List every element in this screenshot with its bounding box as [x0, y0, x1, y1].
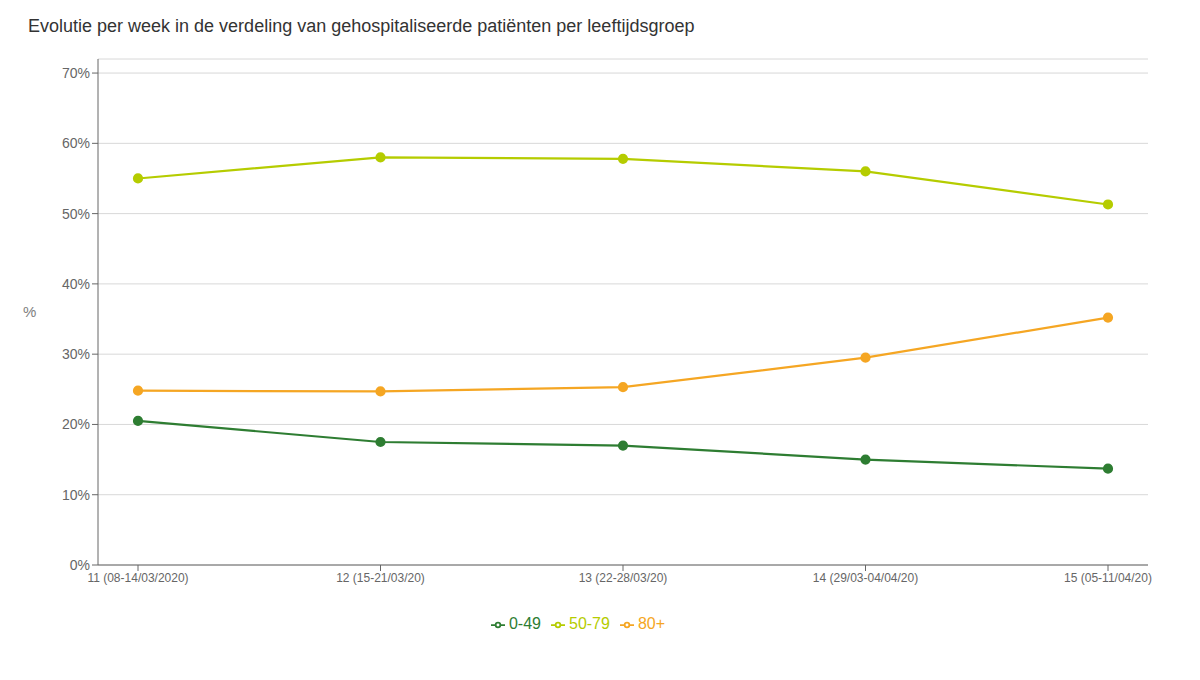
svg-text:15 (05-11/04/20): 15 (05-11/04/20) — [1064, 571, 1152, 585]
svg-text:12 (15-21/03/20): 12 (15-21/03/20) — [336, 571, 425, 585]
svg-text:0%: 0% — [70, 557, 90, 573]
svg-text:20%: 20% — [62, 416, 90, 432]
html-text:80+: 80+ — [637, 615, 665, 632]
svg-text:14 (29/03-04/04/20): 14 (29/03-04/04/20) — [813, 571, 918, 585]
svg-text:60%: 60% — [62, 135, 90, 151]
svg-text:50%: 50% — [62, 206, 90, 222]
svg-text:%: % — [23, 303, 36, 320]
html-text:50-79: 50-79 — [569, 615, 610, 632]
svg-text:11 (08-14/03/2020): 11 (08-14/03/2020) — [87, 571, 188, 585]
svg-text:70%: 70% — [62, 65, 90, 81]
svg-text:13 (22-28/03/20): 13 (22-28/03/20) — [579, 571, 668, 585]
svg-text:10%: 10% — [62, 487, 90, 503]
html-text:Evolutie per week in de verdel: Evolutie per week in de verdeling van ge… — [28, 16, 695, 36]
svg-text:30%: 30% — [62, 346, 90, 362]
svg-text:40%: 40% — [62, 276, 90, 292]
html-text:0-49: 0-49 — [509, 615, 541, 632]
